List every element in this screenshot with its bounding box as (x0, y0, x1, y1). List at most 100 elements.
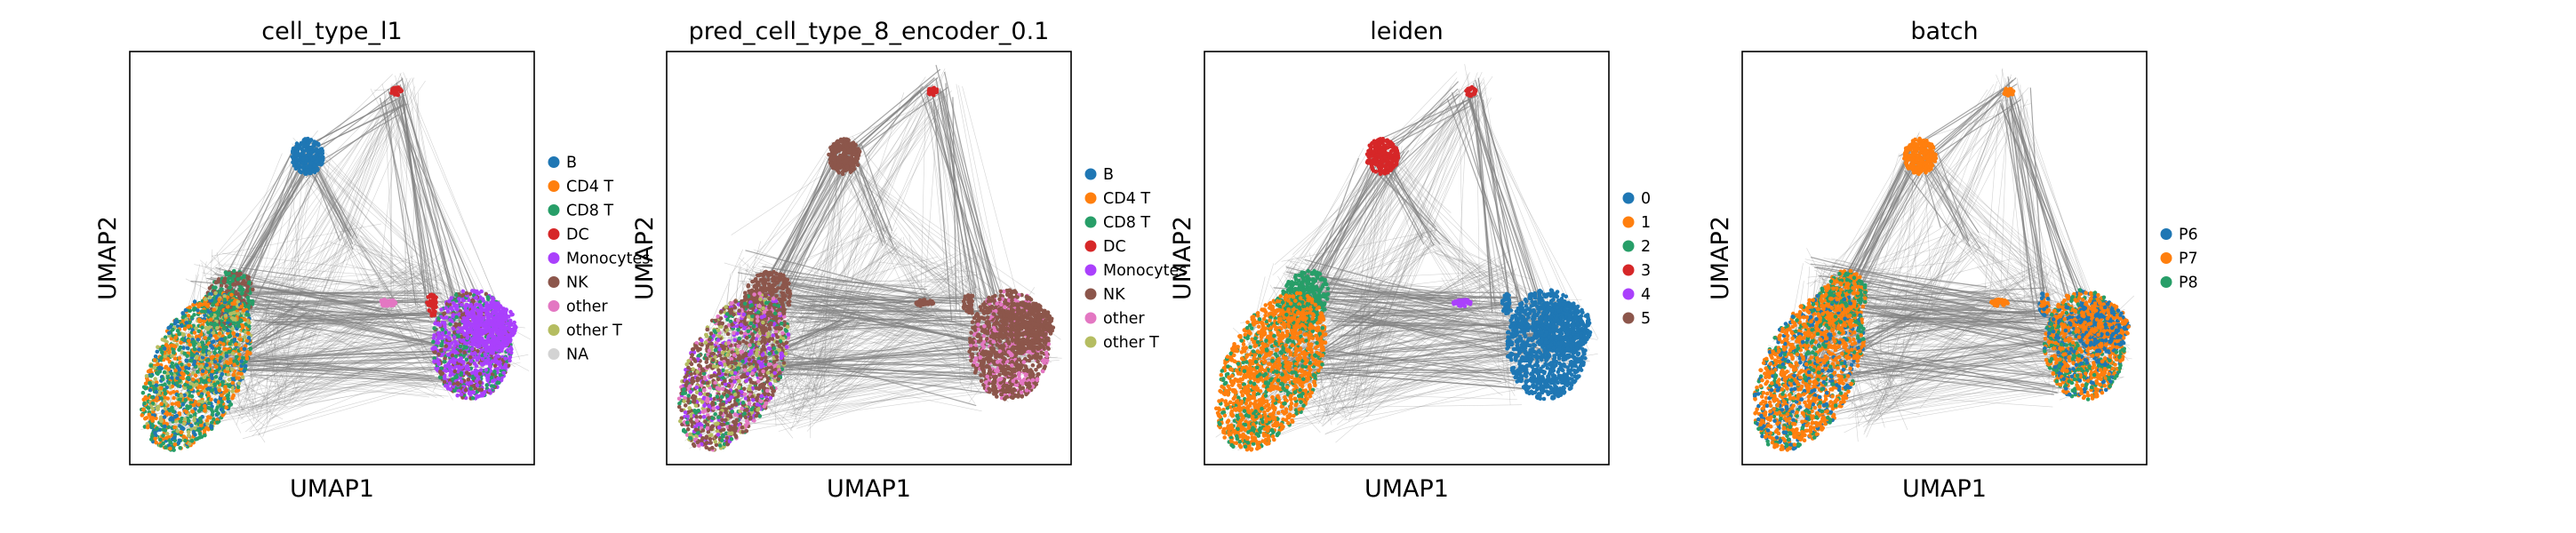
scatter-point (186, 376, 191, 380)
scatter-point (180, 376, 186, 381)
scatter-point (465, 334, 470, 339)
scatter-point (196, 402, 201, 407)
scatter-point (788, 291, 792, 296)
scatter-point (179, 394, 184, 398)
scatter-point (781, 273, 786, 278)
scatter-point (220, 322, 224, 328)
scatter-point (231, 274, 236, 279)
scatter-point (192, 418, 196, 423)
scatter-point (222, 346, 227, 352)
scatter-point (224, 284, 228, 289)
scatter-point (767, 327, 772, 331)
scatter-point (454, 314, 459, 320)
scatter-point (483, 353, 488, 358)
scatter-point (463, 304, 468, 309)
scatter-point (501, 330, 507, 336)
scatter-point (305, 148, 309, 153)
scatter-point (187, 442, 192, 446)
scatter-point (242, 346, 247, 352)
scatter-point (221, 279, 226, 284)
scatter-point (492, 384, 496, 389)
scatter-point (210, 376, 214, 381)
scatter-point (149, 437, 154, 442)
legend-marker (548, 180, 560, 192)
scatter-point (143, 381, 148, 386)
scatter-point (215, 420, 220, 425)
scatter-point (771, 333, 776, 338)
scatter-point (432, 356, 437, 361)
scatter-point (456, 330, 460, 334)
scatter-point (228, 280, 232, 285)
scatter-point (443, 356, 447, 362)
scatter-point (828, 147, 834, 152)
scatter-point (927, 86, 932, 91)
scatter-point (498, 372, 503, 378)
scatter-point (177, 368, 182, 372)
scatter-point (468, 355, 473, 360)
scatter-point (212, 382, 217, 387)
scatter-point (189, 423, 194, 428)
scatter-point (232, 338, 237, 342)
scatter-point (472, 329, 477, 334)
scatter-point (204, 358, 210, 363)
scatter-point (752, 292, 756, 297)
scatter-point (207, 378, 212, 383)
scatter-point (463, 387, 468, 393)
scatter-point (225, 304, 230, 309)
scatter-point (212, 299, 218, 304)
scatter-point (476, 343, 482, 347)
scatter-point (471, 314, 476, 319)
scatter-point (172, 356, 178, 361)
scatter-point (218, 376, 223, 381)
scatter-point (496, 376, 500, 381)
scatter-point (217, 298, 221, 302)
scatter-point (186, 385, 191, 390)
scatter-point (480, 362, 484, 367)
scatter-point (311, 144, 316, 148)
scatter-point (228, 312, 233, 316)
scatter-point (781, 291, 786, 296)
scatter-point (215, 326, 220, 330)
scatter-point (750, 279, 755, 284)
scatter-point (209, 291, 213, 297)
scatter-point (226, 328, 230, 333)
scatter-point (146, 406, 151, 410)
scatter-point (298, 144, 302, 149)
scatter-point (237, 294, 242, 299)
scatter-point (843, 152, 848, 156)
scatter-point (168, 446, 172, 451)
scatter-point (201, 349, 205, 354)
scatter-point (472, 362, 477, 366)
scatter-point (439, 307, 444, 312)
scatter-point (210, 346, 215, 350)
legend-marker (548, 156, 560, 168)
scatter-point (186, 314, 191, 318)
scatter-point (162, 420, 166, 426)
scatter-point (458, 348, 463, 354)
scatter-point (219, 283, 224, 288)
scatter-point (505, 334, 510, 338)
scatter-point (247, 280, 252, 285)
scatter-point (238, 271, 243, 276)
scatter-point (496, 331, 500, 337)
scatter-point (292, 163, 297, 168)
scatter-point (442, 311, 447, 316)
scatter-point (451, 313, 456, 317)
scatter-point (172, 395, 176, 401)
scatter-point (315, 157, 319, 163)
scatter-point (155, 395, 159, 401)
scatter-point (750, 386, 756, 391)
scatter-point (462, 350, 467, 355)
scatter-point (842, 147, 846, 153)
scatter-point (178, 446, 182, 450)
scatter-point (480, 356, 485, 362)
scatter-point (196, 308, 200, 313)
scatter-point (200, 325, 204, 330)
scatter-point (205, 391, 211, 395)
scatter-point (743, 415, 748, 420)
scatter-point (246, 336, 252, 340)
scatter-point (244, 363, 248, 369)
scatter-point (484, 311, 489, 315)
scatter-point (219, 407, 224, 412)
scatter-point (456, 382, 460, 386)
